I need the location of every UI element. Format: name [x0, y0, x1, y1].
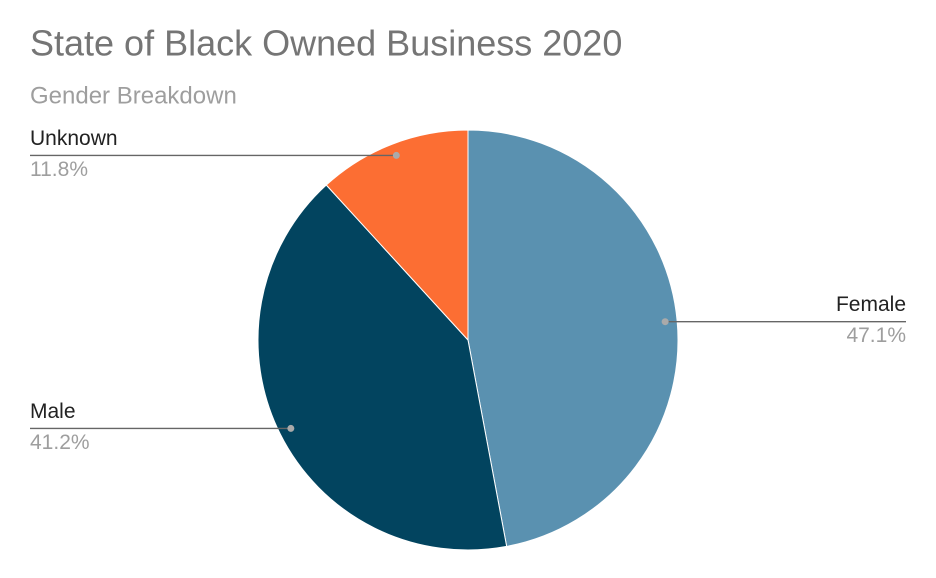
pie-slice — [467, 129, 679, 547]
chart-subtitle: Gender Breakdown — [30, 82, 237, 109]
slice-name: Unknown — [30, 127, 118, 150]
slice-value-label: 47.1% — [846, 324, 906, 347]
slice-name: Male — [30, 400, 76, 423]
pie-slice — [325, 129, 469, 342]
leader-dot — [661, 318, 669, 326]
slice-name: Female — [836, 293, 906, 316]
leader-dot — [392, 151, 400, 159]
slice-value-label: 11.8% — [30, 158, 88, 181]
chart-title: State of Black Owned Business 2020 — [30, 23, 622, 64]
leader-dot — [287, 424, 295, 432]
pie-slice — [257, 184, 508, 551]
slice-value-label: 41.2% — [30, 431, 90, 454]
